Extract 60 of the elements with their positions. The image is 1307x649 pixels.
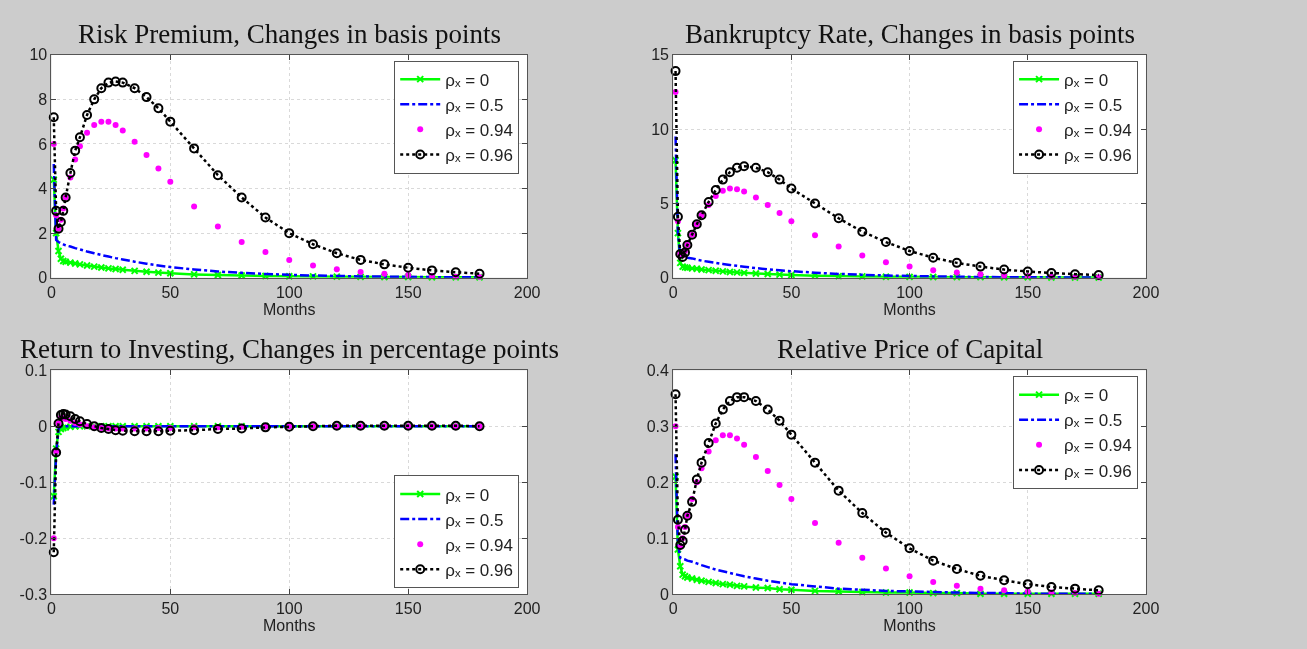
chart-title: Risk Premium, Changes in basis points — [78, 19, 502, 49]
y-tick-label: -0.2 — [19, 529, 48, 547]
y-tick-label: 15 — [651, 46, 670, 64]
y-tick-label: 0 — [38, 417, 48, 435]
y-tick-label: 0 — [660, 585, 670, 603]
x-tick-label: 150 — [1014, 600, 1042, 618]
x-tick-label: 100 — [275, 283, 303, 301]
x-tick-label: 100 — [896, 283, 924, 301]
y-tick-label: 10 — [651, 120, 670, 138]
legend-label: ρₓ = 0 — [1064, 70, 1109, 90]
x-tick-label: 150 — [1014, 283, 1042, 301]
legend-label: ρₓ = 0.5 — [1064, 95, 1123, 115]
chart-title: Return to Investing, Changes in percentage points — [20, 334, 560, 364]
x-tick-label: 200 — [1132, 600, 1160, 618]
legend-label: ρₓ = 0.5 — [445, 95, 504, 115]
legend-label: ρₓ = 0.94 — [1064, 120, 1132, 140]
y-tick-label: 0.4 — [646, 361, 670, 379]
legend-label: ρₓ = 0.94 — [445, 535, 513, 555]
x-tick-label: 150 — [394, 283, 422, 301]
y-tick-label: 2 — [38, 224, 48, 242]
x-axis-title: Months — [883, 617, 936, 635]
legend-label: ρₓ = 0.96 — [445, 560, 513, 580]
y-tick-label: 6 — [38, 135, 48, 153]
x-tick-label: 100 — [275, 600, 303, 618]
legend-label: ρₓ = 0.5 — [1064, 411, 1123, 431]
legend-label: ρₓ = 0 — [1064, 386, 1109, 406]
legend-label: ρₓ = 0 — [445, 70, 490, 90]
y-tick-label: 0.1 — [24, 361, 48, 379]
x-axis-title: Months — [883, 300, 936, 318]
legend-label: ρₓ = 0.96 — [1064, 146, 1132, 166]
x-tick-label: 200 — [513, 600, 541, 618]
y-tick-label: 0 — [38, 269, 48, 287]
y-tick-label: 0 — [660, 269, 670, 287]
x-tick-label: 50 — [782, 600, 801, 618]
y-tick-label: 8 — [38, 90, 48, 108]
y-tick-label: -0.3 — [19, 585, 48, 603]
legend-label: ρₓ = 0 — [445, 485, 490, 505]
x-tick-label: 100 — [896, 600, 924, 618]
x-tick-label: 50 — [161, 283, 180, 301]
chart-title: Bankruptcy Rate, Changes in basis points — [685, 19, 1135, 49]
y-tick-label: 0.1 — [646, 529, 670, 547]
legend-label: ρₓ = 0.96 — [445, 146, 513, 166]
x-axis-title: Months — [263, 300, 316, 318]
x-tick-label: 200 — [1132, 283, 1160, 301]
x-axis-title: Months — [263, 617, 316, 635]
legend-label: ρₓ = 0.94 — [1064, 436, 1132, 456]
y-tick-label: 10 — [29, 46, 48, 64]
legend-label: ρₓ = 0.96 — [1064, 461, 1132, 481]
x-tick-label: 200 — [513, 283, 541, 301]
chart-title: Relative Price of Capital — [777, 334, 1044, 364]
y-tick-label: 0.3 — [646, 417, 670, 435]
y-tick-label: 5 — [660, 195, 670, 213]
y-tick-label: 4 — [38, 180, 48, 198]
x-tick-label: 50 — [161, 600, 180, 618]
x-tick-label: 150 — [394, 600, 422, 618]
legend-label: ρₓ = 0.94 — [445, 120, 513, 140]
legend-label: ρₓ = 0.5 — [445, 510, 504, 530]
x-tick-label: 50 — [782, 283, 801, 301]
y-tick-label: -0.1 — [19, 473, 48, 491]
y-tick-label: 0.2 — [646, 473, 670, 491]
